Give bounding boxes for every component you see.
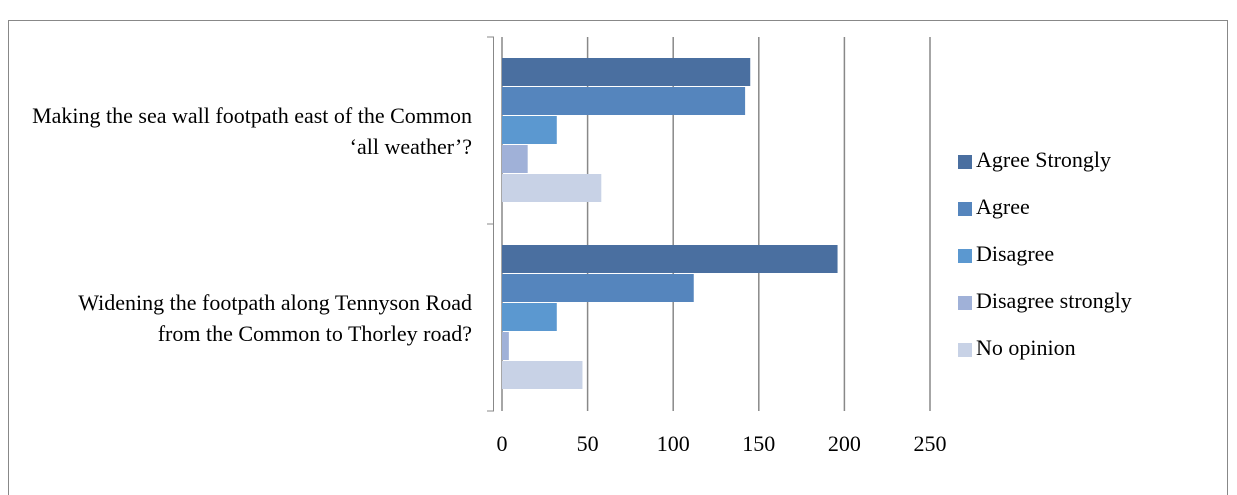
bar — [502, 245, 838, 273]
bar — [502, 58, 751, 86]
legend-label: Agree Strongly — [976, 147, 1111, 172]
x-tick-label: 150 — [742, 431, 775, 456]
bar — [502, 174, 602, 202]
legend-swatch — [958, 155, 972, 169]
x-tick-label: 0 — [497, 431, 508, 456]
legend-swatch — [958, 202, 972, 216]
legend-swatch — [958, 343, 972, 357]
bar — [502, 332, 509, 360]
bar — [502, 87, 746, 115]
bar — [502, 274, 694, 302]
bar — [502, 116, 557, 144]
x-tick-label: 50 — [577, 431, 599, 456]
category-label: Making the sea wall footpath east of the… — [32, 102, 472, 159]
x-tick-label: 200 — [828, 431, 861, 456]
bar — [502, 361, 583, 389]
legend-label: No opinion — [976, 335, 1076, 360]
category-label: Widening the footpath along Tennyson Roa… — [78, 289, 472, 346]
legend-swatch — [958, 296, 972, 310]
legend-swatch — [958, 249, 972, 263]
x-tick-label: 250 — [914, 431, 947, 456]
bar — [502, 303, 557, 331]
x-tick-label: 100 — [657, 431, 690, 456]
legend-label: Disagree strongly — [976, 288, 1132, 313]
legend-label: Agree — [976, 194, 1030, 219]
legend-label: Disagree — [976, 241, 1054, 266]
bar — [502, 145, 528, 173]
